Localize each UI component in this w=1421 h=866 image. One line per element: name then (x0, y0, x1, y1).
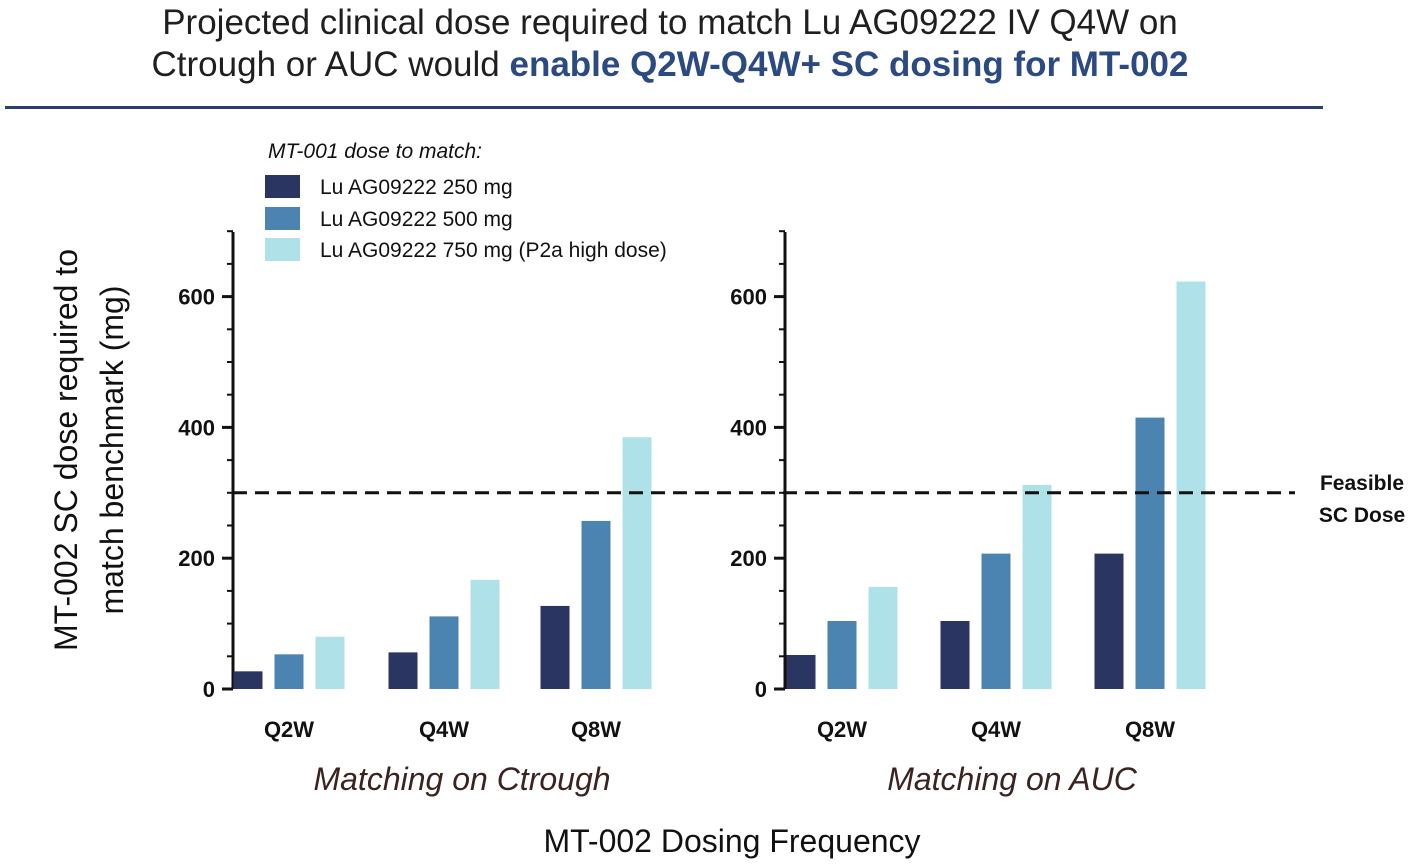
legend-title: MT-001 dose to match: (268, 140, 482, 163)
bar (981, 553, 1011, 689)
legend-label: Lu AG09222 750 mg (P2a high dose) (320, 239, 667, 262)
bar (868, 586, 898, 689)
legend-swatch (265, 175, 300, 198)
y-tick-label: 0 (755, 677, 767, 702)
x-tick-label: Q4W (419, 717, 469, 742)
title-divider (5, 106, 1323, 109)
bar (540, 605, 570, 689)
y-axis-title: match benchmark (mg) (94, 286, 130, 615)
reference-line-label: SC Dose (1319, 504, 1405, 527)
panel-subtitle: Matching on Ctrough (313, 761, 610, 797)
bar (470, 579, 500, 689)
x-tick-label: Q4W (971, 717, 1021, 742)
legend-swatch (265, 238, 300, 261)
bar (827, 620, 857, 689)
bar (233, 671, 263, 689)
x-tick-label: Q2W (264, 717, 314, 742)
x-tick-label: Q2W (817, 717, 867, 742)
bar (315, 636, 345, 689)
y-axis-title: MT-002 SC dose required to (48, 249, 84, 651)
title-line-2-highlight: enable Q2W-Q4W+ SC dosing for MT-002 (509, 45, 1189, 84)
slide-title: Projected clinical dose required to matc… (0, 2, 1340, 86)
legend-label: Lu AG09222 250 mg (320, 176, 513, 199)
x-tick-label: Q8W (1125, 717, 1175, 742)
title-line-2: Ctrough or AUC would enable Q2W-Q4W+ SC … (0, 44, 1340, 86)
x-tick-label: Q8W (571, 717, 621, 742)
bar (1135, 417, 1165, 689)
panel-subtitle: Matching on AUC (887, 761, 1137, 797)
title-line-1: Projected clinical dose required to matc… (162, 3, 1178, 42)
legend-swatch (265, 207, 300, 230)
y-tick-label: 600 (178, 285, 215, 310)
y-tick-label: 400 (730, 415, 767, 440)
y-tick-label: 200 (730, 546, 767, 571)
bar (622, 437, 652, 689)
legend-label: Lu AG09222 500 mg (320, 208, 513, 231)
y-tick-label: 200 (178, 546, 215, 571)
bar (388, 652, 418, 689)
x-axis-title: MT-002 Dosing Frequency (543, 823, 920, 859)
y-tick-label: 400 (178, 415, 215, 440)
bar (429, 616, 459, 689)
y-tick-label: 0 (203, 677, 215, 702)
bar (1094, 553, 1124, 689)
legend-background (258, 236, 763, 272)
y-tick-label: 600 (730, 285, 767, 310)
title-line-2-plain: Ctrough or AUC would (151, 45, 510, 84)
bar (940, 620, 970, 689)
bar (274, 654, 304, 689)
bar (1022, 484, 1052, 689)
reference-line-label: Feasible (1320, 472, 1404, 495)
bar (581, 520, 611, 689)
bar (1176, 281, 1206, 689)
bar (786, 654, 816, 689)
